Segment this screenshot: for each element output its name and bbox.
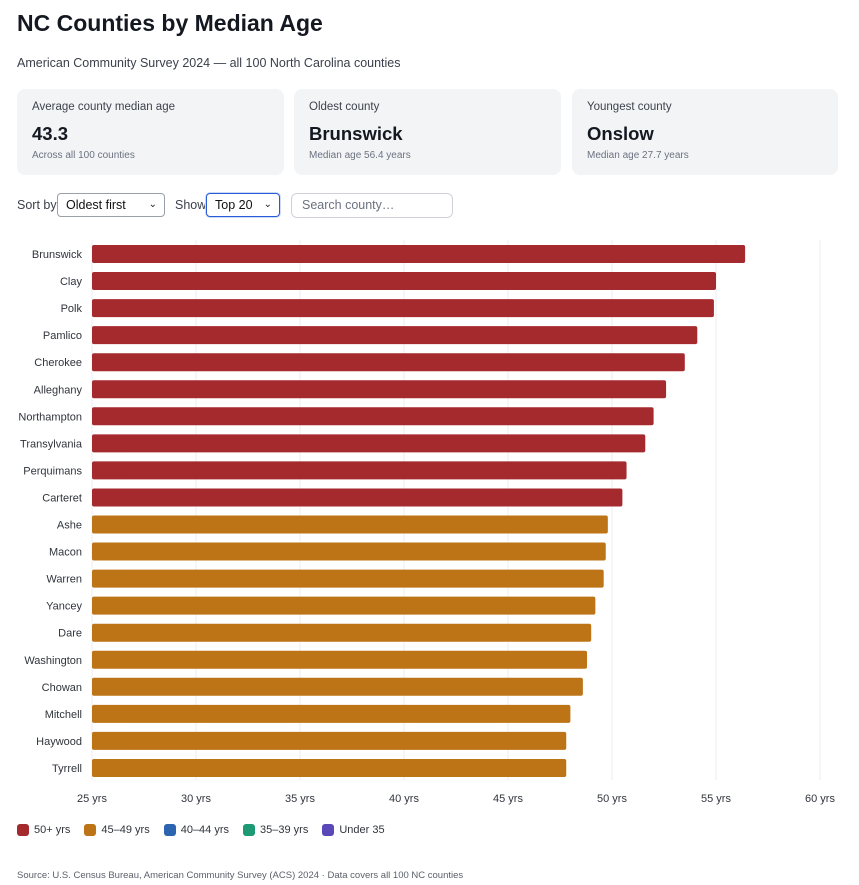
legend-item-35-39: 35–39 yrs <box>243 824 308 836</box>
stat-card-note: Median age 56.4 years <box>309 150 411 161</box>
show-select[interactable]: Top 20 ⌄ <box>206 193 280 217</box>
legend-label: 40–44 yrs <box>180 824 230 836</box>
chart-legend: 50+ yrs 45–49 yrs 40–44 yrs 35–39 yrs Un… <box>17 824 399 836</box>
legend-label: 50+ yrs <box>34 824 71 836</box>
x-tick-label: 45 yrs <box>493 793 523 805</box>
category-label: Ashe <box>57 520 82 532</box>
bar <box>92 569 604 588</box>
page-title: NC Counties by Median Age <box>17 10 323 36</box>
legend-label: 35–39 yrs <box>260 824 309 836</box>
bar <box>92 299 714 318</box>
stat-card-average: Average county median age 43.3 Across al… <box>17 89 284 175</box>
legend-label: 45–49 yrs <box>101 824 150 836</box>
category-label: Yancey <box>46 601 82 613</box>
bar <box>92 542 606 561</box>
stat-card-note: Across all 100 counties <box>32 150 135 161</box>
category-label: Haywood <box>36 736 82 748</box>
category-label: Pamlico <box>43 330 82 342</box>
x-tick-label: 30 yrs <box>181 793 211 805</box>
category-label: Clay <box>60 276 83 288</box>
bar <box>92 272 716 291</box>
x-tick-label: 25 yrs <box>77 793 107 805</box>
bar <box>92 515 608 534</box>
sort-select[interactable]: Oldest first ⌄ <box>57 193 165 217</box>
stat-card-youngest: Youngest county Onslow Median age 27.7 y… <box>572 89 838 175</box>
bar <box>92 650 588 669</box>
x-tick-label: 40 yrs <box>389 793 419 805</box>
category-label: Transylvania <box>20 438 83 450</box>
bar <box>92 488 623 507</box>
show-label: Show <box>175 198 207 212</box>
median-age-bar-chart: Brunswick Clay Polk Pamlico Cherokee Alleghan… <box>18 240 835 805</box>
legend-item-45-49: 45–49 yrs <box>84 824 150 836</box>
chevron-down-icon: ⌄ <box>263 199 272 210</box>
bar <box>92 704 571 723</box>
bar <box>92 353 685 372</box>
legend-swatch <box>84 824 97 836</box>
category-label: Mitchell <box>45 709 82 721</box>
category-label: Carteret <box>42 492 82 504</box>
stat-card-oldest: Oldest county Brunswick Median age 56.4 … <box>294 89 561 175</box>
stat-card-label: Oldest county <box>309 101 380 113</box>
sort-select-value: Oldest first <box>66 198 126 212</box>
bar <box>92 461 627 480</box>
stat-card-value: 43.3 <box>32 123 69 144</box>
bar <box>92 245 746 263</box>
stat-card-label: Youngest county <box>587 101 672 113</box>
category-label: Dare <box>58 628 82 640</box>
category-label: Warren <box>46 574 82 586</box>
stat-card-note: Median age 27.7 years <box>587 150 689 161</box>
category-label: Cherokee <box>34 357 82 369</box>
category-label: Northampton <box>18 411 82 423</box>
chevron-down-icon: ⌄ <box>148 199 157 210</box>
bar <box>92 434 646 453</box>
bar <box>92 731 567 750</box>
bar <box>92 326 698 345</box>
bar <box>92 677 583 696</box>
category-label: Polk <box>61 303 83 315</box>
stat-card-value: Onslow <box>587 123 654 144</box>
category-label: Perquimans <box>23 465 82 477</box>
category-label: Macon <box>49 547 82 559</box>
legend-swatch <box>163 824 176 836</box>
legend-item-50-plus: 50+ yrs <box>17 824 70 836</box>
sort-label: Sort by <box>17 198 57 212</box>
category-label: Brunswick <box>32 249 83 261</box>
page-subtitle: American Community Survey 2024 — all 100… <box>17 56 401 70</box>
legend-label: Under 35 <box>339 824 385 836</box>
category-label: Chowan <box>42 682 82 694</box>
category-label: Tyrrell <box>52 763 82 775</box>
bar <box>92 623 592 642</box>
x-tick-label: 50 yrs <box>597 793 627 805</box>
x-tick-label: 35 yrs <box>285 793 315 805</box>
bar <box>92 380 667 399</box>
stat-card-value: Brunswick <box>309 123 403 144</box>
legend-item-40-44: 40–44 yrs <box>163 824 230 836</box>
legend-swatch <box>322 824 335 836</box>
bar <box>92 596 596 615</box>
legend-swatch <box>243 824 256 836</box>
legend-item-under-35: Under 35 <box>322 824 385 836</box>
bar <box>92 758 567 777</box>
category-label: Washington <box>24 655 82 667</box>
bar <box>92 407 654 426</box>
source-note: Source: U.S. Census Bureau, American Com… <box>17 870 464 881</box>
legend-swatch <box>17 824 29 836</box>
category-label: Alleghany <box>34 384 83 396</box>
search-input[interactable]: Search county… <box>291 193 453 218</box>
stat-card-label: Average county median age <box>32 101 175 113</box>
x-tick-label: 55 yrs <box>701 793 731 805</box>
x-tick-label: 60 yrs <box>805 793 835 805</box>
show-select-value: Top 20 <box>215 198 253 212</box>
